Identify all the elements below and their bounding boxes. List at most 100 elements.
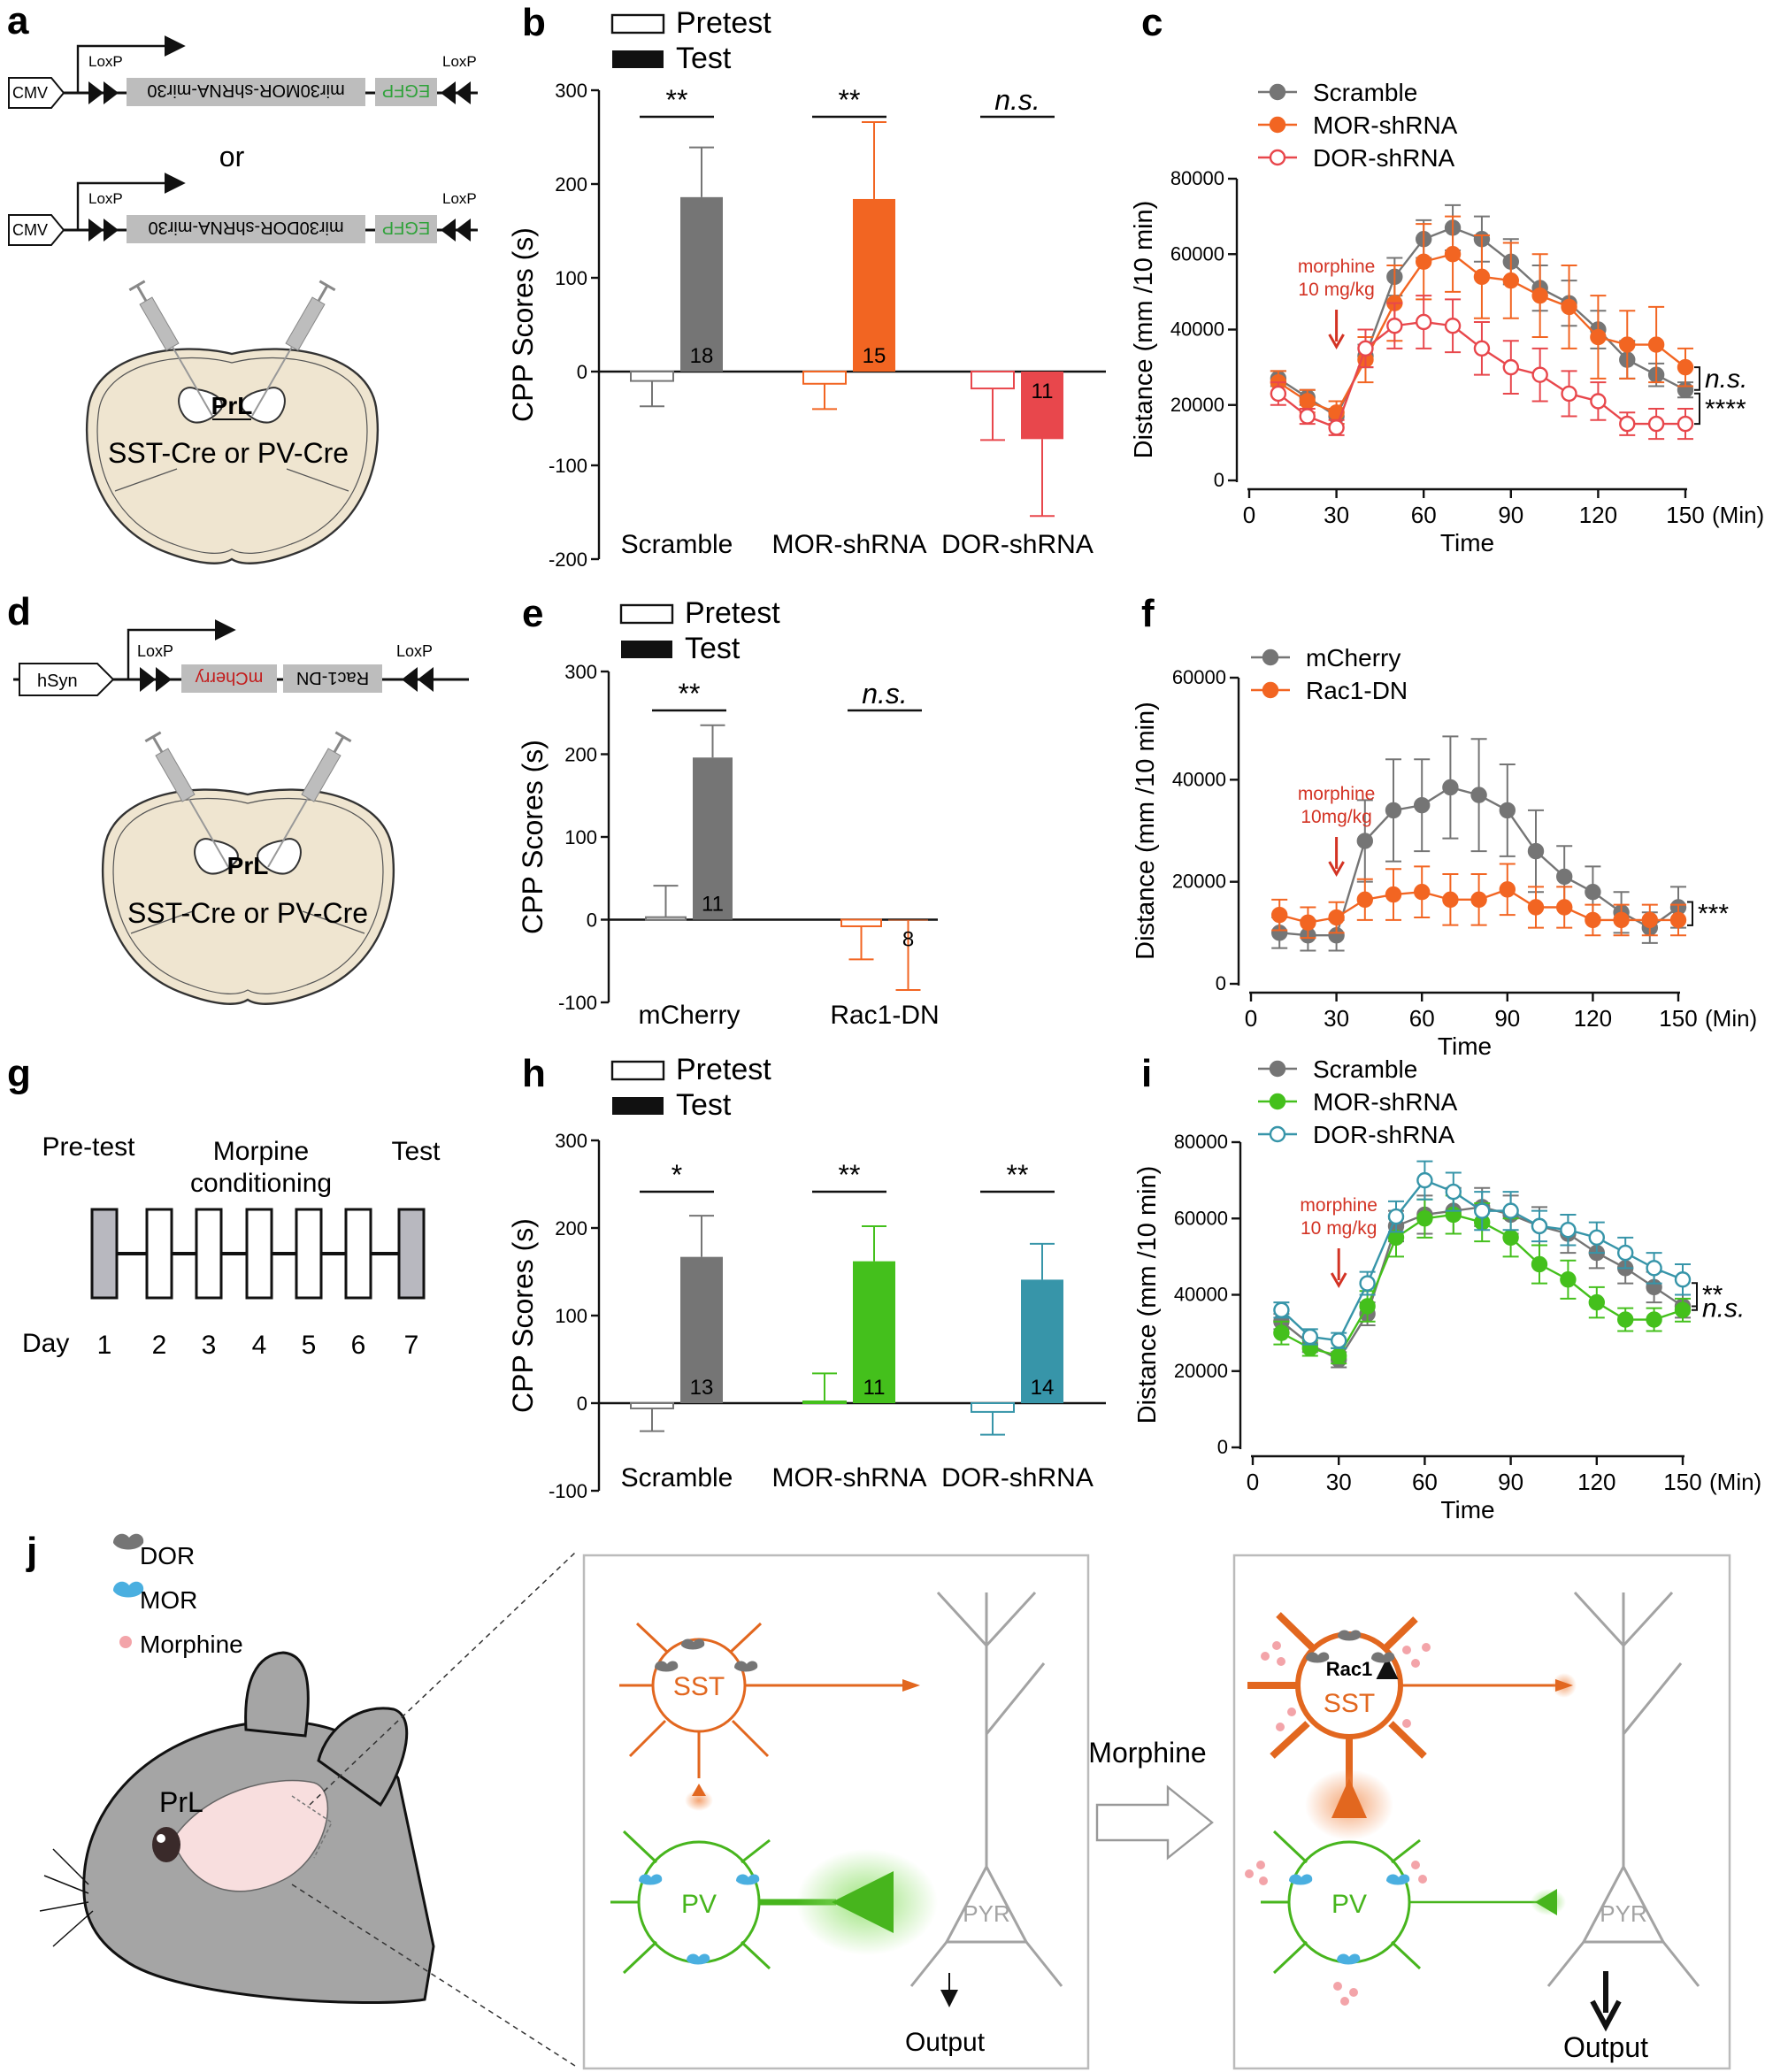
sig-label-Scramble: * — [671, 1159, 682, 1191]
x-tick-label: 0 — [1245, 1005, 1257, 1032]
annotation-dose: 10 mg/kg — [1298, 280, 1374, 300]
point-DOR-shRNA — [1386, 318, 1403, 334]
legend-test-label: Test — [685, 632, 741, 665]
point-Rac1-DN — [1613, 911, 1630, 929]
x-tick-label: 30 — [1324, 502, 1349, 528]
x-unit-label: (Min) — [1705, 1005, 1757, 1032]
day-number-1: 1 — [97, 1331, 112, 1360]
point-MOR-shRNA — [1647, 336, 1665, 353]
x-tick-label: 0 — [1247, 1469, 1259, 1495]
legend-test-swatch — [612, 1097, 664, 1115]
rac1-dn-label: Rac1-DN — [296, 668, 369, 687]
day-box-7 — [397, 1208, 426, 1300]
point-mCherry — [1442, 779, 1459, 796]
point-MOR-shRNA — [1677, 358, 1694, 376]
day-number-2: 2 — [152, 1331, 167, 1360]
point-mCherry — [1527, 842, 1545, 860]
legend-marker-mCherry — [1262, 648, 1279, 666]
point-DOR-shRNA — [1647, 415, 1665, 433]
panel-label-i: i — [1141, 1052, 1152, 1095]
y-tick-label: 0 — [587, 909, 597, 932]
chart-b: 300 200 100 0 -100 -200 CPP Scores (s) PretestT… — [507, 6, 1106, 571]
point-Rac1-DN — [1356, 891, 1374, 909]
rac1-dn-cassette — [283, 664, 382, 693]
legend-label-Scramble: Scramble — [1313, 79, 1417, 106]
sig-label-DOR-shRNA: ** — [1007, 1159, 1029, 1191]
pv-label: PV — [1331, 1890, 1367, 1919]
syringe-right — [251, 280, 336, 417]
y-tick-label: 60000 — [1170, 242, 1224, 265]
point-DOR-shRNA — [1588, 1229, 1606, 1247]
point-MOR-shRNA — [1619, 336, 1636, 353]
point-mCherry — [1470, 787, 1487, 803]
point-Rac1-DN — [1300, 914, 1316, 932]
loxp-label: LoxP — [137, 642, 173, 660]
day-box-2 — [145, 1208, 173, 1300]
mouse-line-label: SST-Cre or PV-Cre — [108, 437, 349, 469]
category-label-MOR-shRNA: MOR-shRNA — [771, 1463, 926, 1493]
day-number-5: 5 — [302, 1331, 317, 1360]
annotation-morphine: morphine — [1298, 784, 1376, 804]
bar-pretest-Rac1-DN — [840, 918, 882, 927]
panel-label-e: e — [522, 592, 543, 635]
brain-slice-d: PrL SST-Cre or PV-Cre — [101, 731, 395, 1005]
panel-label-f: f — [1141, 592, 1155, 635]
panel-label-a: a — [7, 0, 29, 42]
x-tick-label: 30 — [1324, 1005, 1349, 1032]
loxp-label-right: LoxP — [396, 642, 433, 660]
promoter-hsyn-shape — [19, 663, 115, 696]
category-label-Scramble: Scramble — [621, 1463, 733, 1493]
brain-slice-a: PrL SST-Cre or PV-Cre — [85, 280, 380, 564]
legend-morphine: Morphine — [140, 1631, 243, 1658]
loxp-triangles-right — [441, 219, 471, 242]
bar-test-mCherry — [693, 757, 733, 920]
annotation-dose: 10mg/kg — [1301, 807, 1372, 827]
y-tick-label: 200 — [555, 173, 587, 196]
legend-pretest-label: Pretest — [685, 596, 780, 630]
point-MOR-shRNA — [1616, 1311, 1634, 1328]
point-DOR-shRNA — [1357, 340, 1374, 357]
point-Rac1-DN — [1442, 891, 1459, 909]
annotation-morphine: morphine — [1298, 257, 1376, 277]
egfp-cassette — [375, 215, 437, 243]
panel-g-timeline: Pre-test Morpine conditioning Test Day 1 2… — [22, 1132, 441, 1360]
bar-pretest-MOR-shRNA — [802, 371, 847, 385]
x-tick-label: 90 — [1494, 1005, 1520, 1032]
y-tick-label: 20000 — [1172, 871, 1226, 893]
point-MOR-shRNA — [1560, 1271, 1577, 1288]
point-MOR-shRNA — [1561, 298, 1577, 316]
bar-test-MOR-shRNA — [853, 1261, 895, 1403]
y-tick-label: 0 — [1217, 1436, 1228, 1458]
x-unit-label: (Min) — [1712, 502, 1764, 528]
legend-test-swatch — [612, 50, 664, 68]
point-Rac1-DN — [1413, 884, 1431, 901]
y-axis-label: CPP Scores (s) — [517, 740, 549, 934]
legend-label-Rac1-DN: Rac1-DN — [1306, 677, 1408, 704]
legend-test-label: Test — [676, 1088, 732, 1122]
promoter-label: CMV — [12, 221, 48, 239]
sig-label: n.s. — [1705, 365, 1747, 394]
legend-marker-MOR-shRNA — [1269, 1093, 1286, 1110]
mouse-prl-label: PrL — [159, 1786, 203, 1818]
mouse-head-illustration: PrL — [39, 1651, 435, 2005]
legend-dor: DOR — [140, 1542, 195, 1569]
egfp-label: EGFP — [382, 218, 430, 237]
y-tick-label: 40000 — [1174, 1284, 1228, 1306]
category-label-Scramble: Scramble — [621, 530, 733, 559]
point-MOR-shRNA — [1415, 253, 1432, 270]
point-DOR-shRNA — [1301, 1328, 1319, 1346]
y-tick-label: 100 — [555, 1305, 587, 1327]
sig-label: n.s. — [1702, 1294, 1745, 1324]
y-tick-label: 0 — [577, 361, 587, 383]
y-tick-label: 300 — [555, 80, 587, 102]
sig-label-mCherry: ** — [679, 678, 701, 710]
legend-pretest-swatch — [610, 1060, 665, 1081]
y-tick-label: 300 — [555, 1130, 587, 1152]
y-tick-label: 300 — [564, 661, 597, 683]
prl-label: PrL — [211, 392, 253, 419]
point-DOR-shRNA — [1330, 1332, 1347, 1349]
n-label-Scramble: 13 — [690, 1376, 714, 1400]
loxp-triangles-right — [402, 667, 434, 692]
y-axis-label: Distance (mm /10 min) — [1132, 702, 1160, 960]
shrna-cassette — [127, 78, 365, 106]
